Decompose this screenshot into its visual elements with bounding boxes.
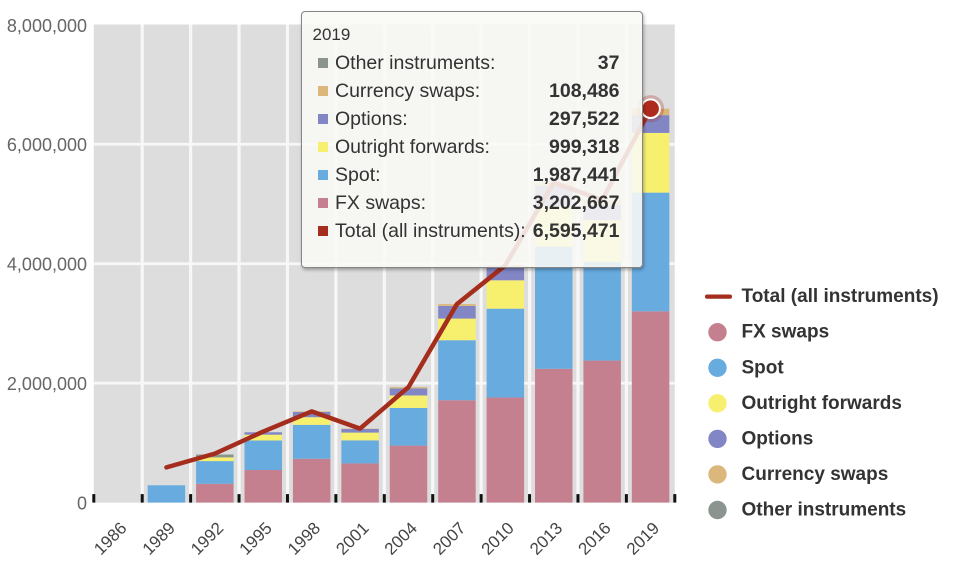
- svg-text:2,000,000: 2,000,000: [7, 374, 87, 394]
- svg-text:Options: Options: [742, 428, 814, 449]
- svg-text:1992: 1992: [187, 519, 227, 559]
- svg-text:1986: 1986: [90, 519, 130, 559]
- svg-text:6,000,000: 6,000,000: [7, 135, 87, 155]
- svg-text:1995: 1995: [236, 519, 276, 559]
- svg-text:2013: 2013: [526, 519, 566, 559]
- svg-text:1989: 1989: [139, 519, 179, 559]
- svg-text:1998: 1998: [284, 519, 324, 559]
- svg-text:2007: 2007: [429, 519, 469, 559]
- svg-text:Other instruments: Other instruments: [742, 500, 907, 521]
- svg-text:2019: 2019: [623, 519, 663, 559]
- svg-text:0: 0: [77, 494, 87, 514]
- svg-text:2001: 2001: [332, 519, 372, 559]
- svg-text:8,000,000: 8,000,000: [7, 16, 87, 36]
- svg-text:2016: 2016: [575, 519, 615, 559]
- svg-text:Outright forwards: Outright forwards: [742, 393, 902, 414]
- svg-text:FX swaps: FX swaps: [742, 322, 830, 343]
- svg-text:2004: 2004: [381, 519, 421, 559]
- svg-text:Spot: Spot: [742, 357, 785, 378]
- svg-text:2010: 2010: [478, 519, 518, 559]
- svg-text:Total (all instruments): Total (all instruments): [742, 286, 939, 307]
- svg-text:Currency swaps: Currency swaps: [742, 464, 889, 485]
- svg-text:4,000,000: 4,000,000: [7, 255, 87, 275]
